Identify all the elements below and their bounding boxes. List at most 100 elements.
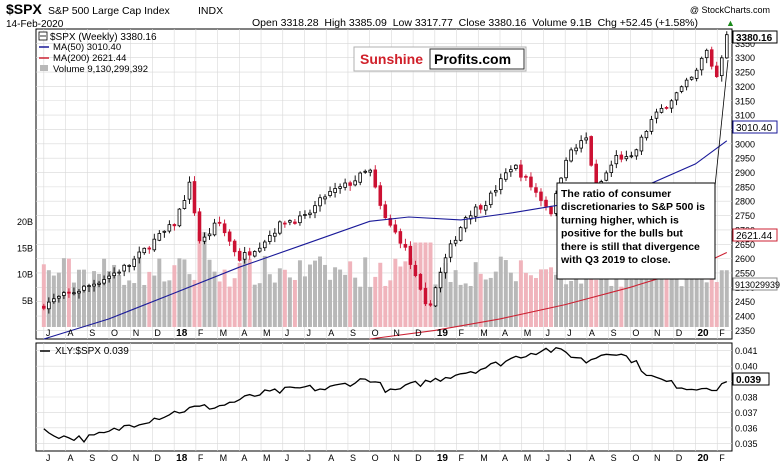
volume-tag-label: 9130299392	[735, 280, 780, 290]
volume-bar	[559, 275, 564, 327]
candle	[609, 164, 614, 173]
candle	[483, 205, 488, 211]
price-tick-label: 3300	[735, 53, 755, 63]
candle	[478, 205, 483, 210]
volume-bar	[564, 284, 569, 327]
annotation-line: there is still that divergence	[561, 241, 700, 253]
volume-bar	[71, 282, 76, 327]
volume-bar	[704, 282, 709, 327]
candle	[629, 155, 634, 158]
candle	[308, 212, 312, 215]
month-label: N	[654, 328, 661, 338]
candle	[333, 188, 337, 193]
candle	[579, 140, 583, 149]
candle	[303, 214, 307, 216]
month-label: D	[676, 453, 683, 463]
price-tick-label: 2350	[735, 326, 755, 336]
candle	[92, 283, 96, 287]
ratio-tick-label: 0.041	[735, 346, 758, 356]
volume-bar	[659, 278, 664, 327]
candle	[378, 185, 383, 206]
month-label: D	[415, 328, 422, 338]
month-label: O	[111, 453, 118, 463]
volume-bar	[237, 262, 242, 327]
candle	[368, 169, 373, 173]
candle	[87, 285, 91, 287]
month-label: N	[654, 453, 661, 463]
volume-bar	[383, 285, 388, 327]
chart-stats: Open 3318.28 High 3385.09 Low 3317.77 Cl…	[252, 17, 698, 29]
candle	[67, 291, 71, 294]
candle	[725, 34, 729, 59]
legend-volume: Volume 9,130,299,392	[53, 64, 148, 75]
candle	[262, 241, 267, 249]
candle	[227, 231, 232, 242]
candle	[664, 107, 669, 109]
annotation-line: positive for the bulls but	[561, 228, 683, 240]
ma200-tag: 2621.44	[732, 228, 778, 242]
candle	[448, 243, 453, 258]
candle	[102, 279, 106, 284]
volume-bar	[523, 272, 528, 327]
candle	[222, 223, 227, 234]
ratio-x-axis: J A S O N D 18 F M A M J J A S O N D 19 F M A M J J A S O N D 20 F	[46, 453, 725, 464]
volume-bar	[549, 267, 554, 327]
volume-bar	[232, 278, 237, 327]
candle	[403, 243, 408, 248]
month-label: A	[241, 328, 247, 338]
candle	[514, 164, 518, 170]
copyright: @ StockCharts.com	[690, 5, 770, 15]
month-label: S	[89, 328, 95, 338]
annotation-text: The ratio of consumer discretionaries to …	[560, 188, 705, 266]
month-label: S	[89, 453, 95, 463]
month-label: A	[502, 453, 508, 463]
volume-bar	[679, 286, 684, 327]
candle	[363, 170, 367, 173]
volume-bar	[669, 277, 674, 327]
volume-bar	[373, 276, 378, 327]
legend-ma200: MA(200) 2621.44	[53, 53, 126, 64]
volume-bar	[453, 270, 458, 327]
ratio-last-tag: 0.039	[732, 372, 770, 386]
month-label: A	[68, 328, 74, 338]
candle	[52, 298, 56, 303]
ratio-grid	[36, 343, 732, 451]
month-label: F	[198, 328, 204, 338]
price-tick-label: 2600	[735, 254, 755, 264]
volume-bar	[297, 260, 302, 327]
price-tick-label: 3000	[735, 139, 755, 149]
candle	[298, 215, 302, 224]
candle	[197, 211, 202, 242]
candle	[127, 265, 131, 267]
volume-bar	[599, 265, 604, 327]
volume-bar	[142, 284, 147, 327]
volume-bar	[458, 284, 463, 327]
month-label: O	[372, 453, 379, 463]
volume-bar	[463, 283, 468, 327]
candle	[328, 190, 332, 196]
candle	[463, 217, 468, 229]
volume-bar	[554, 274, 559, 327]
volume-bar	[649, 267, 654, 327]
candle	[428, 303, 433, 306]
candle	[458, 227, 463, 241]
month-label: J	[46, 453, 51, 463]
candle	[388, 218, 393, 226]
candle	[564, 159, 568, 179]
candle	[674, 92, 679, 101]
volume-bar	[282, 269, 287, 327]
volume-bar	[639, 274, 644, 327]
volume-bar	[378, 262, 383, 327]
candle	[433, 287, 438, 307]
candle	[107, 275, 111, 279]
volume-bar	[569, 280, 574, 327]
candle	[589, 136, 593, 166]
ratio-axis: 0.035 0.036 0.037 0.038 0.039 0.040 0.041	[735, 346, 758, 449]
volume-bar	[438, 271, 443, 327]
volume-bar	[709, 256, 714, 327]
price-tick-label: 2750	[735, 211, 755, 221]
candle	[152, 238, 157, 251]
month-label: A	[68, 453, 74, 463]
month-label: D	[154, 453, 161, 463]
annotation-line: discretionaries to S&P 500 is	[561, 201, 705, 213]
